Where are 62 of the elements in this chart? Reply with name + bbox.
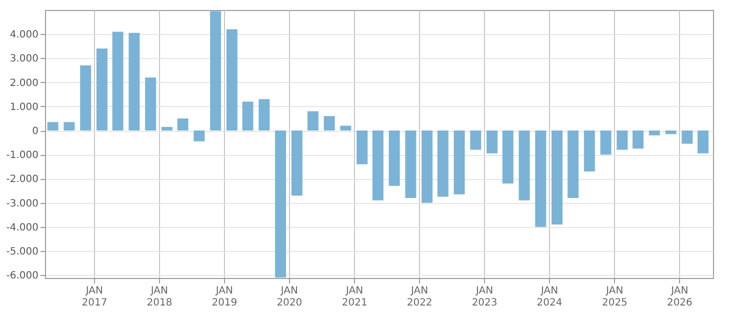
bar bbox=[682, 130, 693, 144]
x-tick-label: JAN 2024 bbox=[536, 286, 562, 308]
x-tick-label: JAN 2021 bbox=[342, 286, 368, 308]
x-tick-label: JAN 2023 bbox=[472, 286, 498, 308]
bar bbox=[518, 130, 530, 200]
bar bbox=[242, 102, 254, 131]
x-tick-label: JAN 2020 bbox=[276, 286, 302, 308]
x-tick-label: JAN 2019 bbox=[212, 286, 238, 308]
bar bbox=[372, 130, 384, 200]
bar bbox=[161, 126, 172, 131]
y-tick-label: 1.000 bbox=[10, 102, 38, 113]
y-tick-label: 4.000 bbox=[10, 30, 38, 41]
bar bbox=[616, 130, 628, 150]
x-tick-label: JAN 2018 bbox=[146, 286, 172, 308]
bar bbox=[194, 130, 205, 142]
y-tick-label: 2.000 bbox=[10, 78, 38, 89]
bar bbox=[388, 130, 400, 186]
y-tick-label: -6.000 bbox=[6, 270, 38, 282]
y-tick-label: -3.000 bbox=[6, 198, 38, 210]
bar bbox=[112, 32, 124, 131]
bar bbox=[258, 99, 270, 131]
y-tick-label: -2.000 bbox=[6, 174, 38, 186]
bar bbox=[356, 130, 368, 164]
bar bbox=[275, 130, 286, 278]
bar bbox=[177, 118, 188, 131]
bar bbox=[648, 130, 660, 136]
bar bbox=[128, 32, 140, 131]
x-tick-label: JAN 2017 bbox=[82, 286, 108, 308]
bar bbox=[324, 116, 335, 131]
bar bbox=[405, 130, 416, 198]
bar bbox=[665, 130, 676, 134]
bar bbox=[64, 122, 75, 131]
bar bbox=[502, 130, 514, 184]
y-tick-label: -5.000 bbox=[6, 246, 38, 258]
bar bbox=[96, 48, 108, 131]
y-tick-label: 3.000 bbox=[10, 54, 38, 65]
bar bbox=[226, 29, 238, 131]
bar bbox=[486, 130, 498, 154]
bar bbox=[454, 130, 465, 194]
bar bbox=[535, 130, 546, 227]
bar bbox=[291, 130, 302, 196]
x-tick-label: JAN 2025 bbox=[602, 286, 628, 308]
x-tick-label: JAN 2022 bbox=[406, 286, 432, 308]
bar bbox=[307, 111, 318, 131]
bar bbox=[632, 130, 644, 149]
bar bbox=[422, 130, 433, 203]
bar bbox=[47, 122, 58, 131]
bar bbox=[145, 77, 156, 131]
x-tick-label: JAN 2026 bbox=[666, 286, 692, 308]
y-tick-label: -1.000 bbox=[6, 150, 38, 162]
bar bbox=[552, 130, 563, 224]
bar bbox=[340, 126, 352, 131]
bar bbox=[470, 130, 482, 150]
bar bbox=[600, 130, 612, 155]
bar bbox=[568, 130, 579, 198]
bar bbox=[437, 130, 448, 197]
y-tick-label: -4.000 bbox=[6, 222, 38, 234]
bar bbox=[210, 11, 222, 131]
y-tick-label: 0 bbox=[32, 126, 38, 138]
bar bbox=[584, 130, 595, 172]
bar bbox=[698, 130, 709, 154]
bar bbox=[80, 65, 92, 131]
